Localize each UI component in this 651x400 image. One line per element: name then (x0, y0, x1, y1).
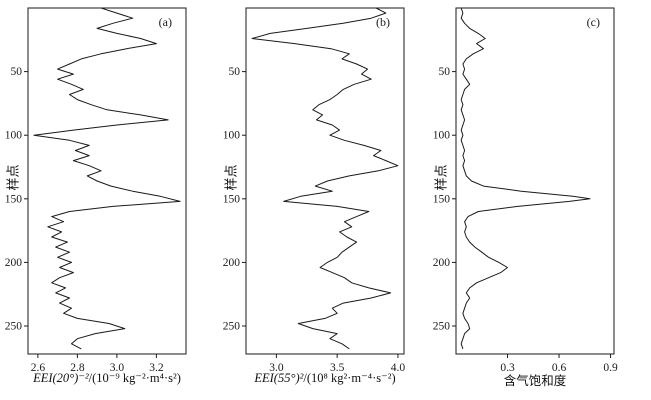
svg-text:100: 100 (433, 130, 451, 142)
panel-b-xlabel-rest: /(10⁸ kg²·m⁻⁴·s⁻²) (303, 371, 396, 385)
svg-text:2.8: 2.8 (70, 362, 85, 372)
panel-a-plot: 50 100 150 200 250 2.6 2.8 3.0 3.2 (a) (5, 7, 187, 372)
svg-text:100: 100 (5, 130, 23, 142)
svg-text:(b): (b) (376, 15, 390, 29)
panel-b-xlabel: EEI(55°)²/(10⁸ kg²·m⁻⁴·s⁻²) (218, 370, 432, 386)
svg-text:3.0: 3.0 (110, 362, 125, 372)
panel-c: 样点 50 100 150 200 250 0.3 0.6 0.9 (c) 含气饱和度 (428, 0, 643, 400)
svg-text:250: 250 (433, 321, 451, 333)
panel-a-xlabel-italic: EEI(20°)⁻² (33, 371, 89, 385)
svg-text:3.2: 3.2 (149, 362, 164, 372)
svg-text:0.3: 0.3 (500, 362, 515, 372)
svg-text:3.5: 3.5 (330, 362, 345, 372)
svg-text:150: 150 (5, 193, 23, 205)
svg-text:250: 250 (223, 321, 241, 333)
panel-a-xlabel-rest: /(10⁻⁹ kg⁻²·m⁴·s²) (88, 371, 181, 385)
panel-a-xlabel: EEI(20°)⁻²/(10⁻⁹ kg⁻²·m⁴·s²) (0, 370, 214, 386)
svg-text:250: 250 (5, 321, 23, 333)
svg-text:150: 150 (223, 193, 241, 205)
svg-text:3.0: 3.0 (269, 362, 284, 372)
panel-b-plot: 50 100 150 200 250 3.0 3.5 4.0 (b) (223, 7, 406, 372)
svg-text:200: 200 (433, 257, 451, 269)
svg-text:(c): (c) (587, 15, 600, 29)
svg-text:200: 200 (223, 257, 241, 269)
panel-c-xlabel-rest: 含气饱和度 (503, 374, 567, 388)
svg-text:(a): (a) (159, 15, 172, 29)
panel-b-xlabel-italic: EEI(55°)² (254, 371, 304, 385)
svg-text:100: 100 (223, 130, 241, 142)
svg-text:150: 150 (433, 193, 451, 205)
svg-text:50: 50 (11, 66, 23, 78)
svg-text:200: 200 (5, 257, 23, 269)
svg-text:0.9: 0.9 (603, 362, 618, 372)
svg-text:4.0: 4.0 (391, 362, 406, 372)
svg-text:50: 50 (229, 66, 241, 78)
panel-c-xlabel: 含气饱和度 (428, 370, 642, 389)
svg-text:2.6: 2.6 (31, 362, 46, 372)
svg-text:0.6: 0.6 (552, 362, 567, 372)
panel-a: 样点 50 100 150 200 250 2.6 2.8 3.0 3.2 (a) EEI(20°… (0, 0, 215, 400)
panel-b: 样点 50 100 150 200 250 3.0 3.5 4.0 (b) EEI(55°)²/… (218, 0, 433, 400)
svg-text:50: 50 (439, 66, 451, 78)
panel-c-plot: 50 100 150 200 250 0.3 0.6 0.9 (c) (433, 7, 618, 372)
